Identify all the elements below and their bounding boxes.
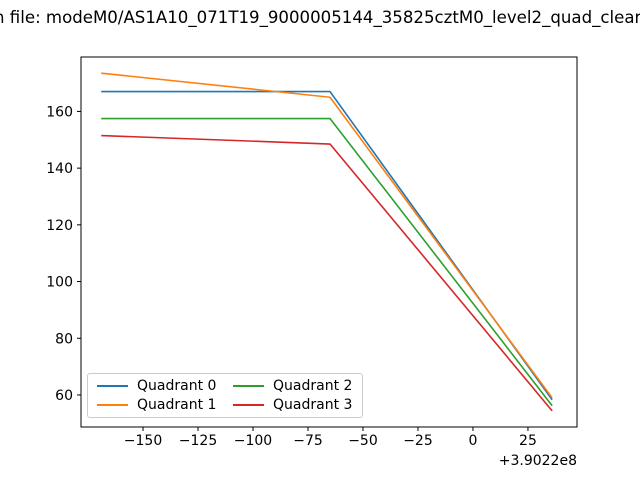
x-tick-label: 25 <box>519 433 537 449</box>
x-tick-label: −50 <box>348 433 378 449</box>
legend-swatch-quadrant-0 <box>97 385 128 388</box>
y-tick-label: 120 <box>46 218 73 234</box>
series-line-quadrant-2 <box>101 117 553 407</box>
x-tick-label: −75 <box>293 433 323 449</box>
y-tick-label: 100 <box>46 275 73 291</box>
legend-swatch-quadrant-2 <box>233 385 264 388</box>
x-tick-label: −100 <box>234 433 272 449</box>
x-tick-label: −25 <box>403 433 433 449</box>
legend-label: Quadrant 1 <box>137 396 217 413</box>
axes-frame <box>80 56 578 428</box>
legend-swatch-quadrant-1 <box>97 403 128 406</box>
x-offset-label: +3.9022e8 <box>499 453 577 469</box>
legend-item: Quadrant 2 <box>233 379 353 393</box>
legend-item: Quadrant 3 <box>233 398 353 412</box>
legend-label: Quadrant 2 <box>273 378 353 395</box>
series-line-quadrant-1 <box>101 72 553 399</box>
y-tick-label: 160 <box>46 104 73 120</box>
chart-title: n file: modeM0/AS1A10_071T19_9000005144_… <box>0 8 640 27</box>
y-tick-label: 140 <box>46 161 73 177</box>
x-tick-label: 0 <box>469 433 478 449</box>
legend-swatch-quadrant-3 <box>233 403 264 406</box>
legend-label: Quadrant 0 <box>137 378 217 395</box>
x-tick-label: −150 <box>124 433 162 449</box>
y-tick-label: 60 <box>55 388 73 404</box>
legend: Quadrant 0 Quadrant 2 Quadrant 1 Quadran… <box>87 373 363 418</box>
series-line-quadrant-3 <box>101 134 553 412</box>
legend-item: Quadrant 0 <box>97 379 217 393</box>
x-tick-label: −125 <box>179 433 217 449</box>
legend-item: Quadrant 1 <box>97 398 217 412</box>
y-tick-label: 80 <box>55 331 73 347</box>
legend-label: Quadrant 3 <box>273 396 353 413</box>
